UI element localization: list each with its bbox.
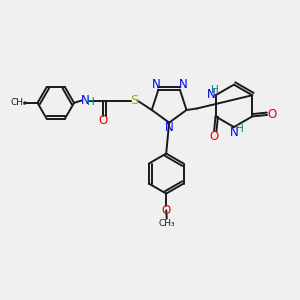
Text: O: O bbox=[99, 114, 108, 127]
Text: N: N bbox=[207, 88, 216, 101]
Text: N: N bbox=[152, 78, 161, 92]
Text: N: N bbox=[165, 122, 173, 134]
Text: H: H bbox=[212, 85, 219, 95]
Text: O: O bbox=[209, 130, 219, 143]
Text: N: N bbox=[230, 126, 239, 139]
Text: H: H bbox=[236, 124, 244, 134]
Text: CH₃: CH₃ bbox=[11, 98, 28, 107]
Text: CH₃: CH₃ bbox=[158, 219, 175, 228]
Text: O: O bbox=[162, 204, 171, 217]
Text: H: H bbox=[87, 97, 94, 107]
Text: N: N bbox=[81, 94, 90, 107]
Text: S: S bbox=[130, 94, 139, 107]
Text: N: N bbox=[179, 78, 188, 92]
Text: O: O bbox=[268, 109, 277, 122]
